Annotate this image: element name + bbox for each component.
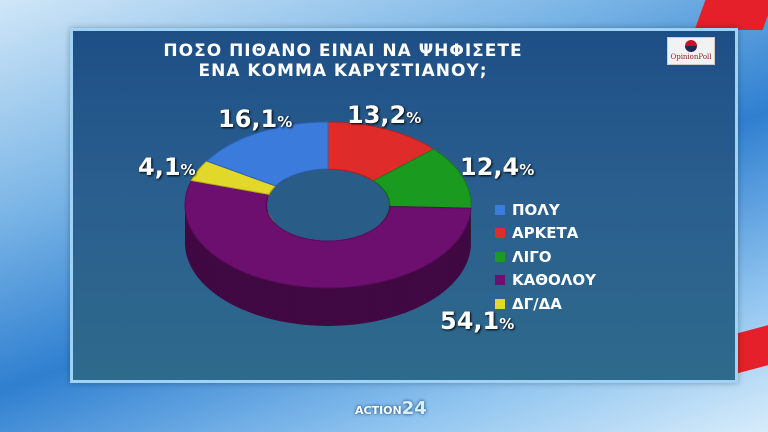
data-label-unit: % — [499, 315, 515, 333]
legend-label: ΠΟΛΥ — [512, 200, 560, 219]
donut-slice-ΠΟΛΥ — [205, 121, 329, 187]
title-line: ΠΟΣΟ ΠΙΘΑΝΟ ΕΙΝΑΙ ΝΑ ΨΗΦΙΣΕΤΕ — [163, 41, 523, 61]
legend-item: ΔΓ/ΔΑ — [495, 292, 596, 316]
legend-swatch — [495, 228, 505, 239]
legend-item: ΛΙΓΟ — [495, 245, 596, 269]
data-label: 13,2% — [347, 101, 421, 129]
logo-text: OpinionPoll — [670, 53, 712, 61]
data-label-value: 16,1 — [218, 105, 278, 133]
legend-item: ΑΡΚΕΤΑ — [495, 222, 596, 246]
donut-hole — [267, 169, 389, 241]
legend-label: ΔΓ/ΔΑ — [512, 294, 562, 313]
poll-panel: ΠΟΣΟ ΠΙΘΑΝΟ ΕΙΝΑΙ ΝΑ ΨΗΦΙΣΕΤΕ ΕΝΑ ΚΟΜΜΑ … — [70, 28, 738, 383]
legend-swatch — [495, 275, 505, 286]
legend-item: ΠΟΛΥ — [495, 198, 596, 222]
data-label: 4,1% — [138, 153, 196, 181]
legend-label: ΛΙΓΟ — [512, 247, 552, 266]
logo-dot-icon — [685, 40, 697, 52]
data-label-unit: % — [406, 109, 422, 127]
legend-swatch — [495, 251, 505, 262]
data-label: 54,1% — [440, 307, 514, 335]
donut-slice-ΚΑΘΟΛΟΥ — [184, 179, 472, 289]
legend-label: ΑΡΚΕΤΑ — [512, 224, 579, 243]
legend-swatch — [495, 204, 505, 215]
data-label-value: 12,4 — [460, 153, 520, 181]
data-label: 12,4% — [460, 153, 534, 181]
data-label-value: 54,1 — [440, 307, 500, 335]
legend-label: ΚΑΘΟΛΟΥ — [512, 271, 596, 290]
data-label-unit: % — [519, 161, 535, 179]
data-label-unit: % — [180, 161, 196, 179]
data-label-value: 4,1 — [138, 153, 181, 181]
data-label: 16,1% — [218, 105, 292, 133]
channel-name: ACTION — [355, 404, 402, 417]
chart-title: ΠΟΣΟ ΠΙΘΑΝΟ ΕΙΝΑΙ ΝΑ ΨΗΦΙΣΕΤΕ ΕΝΑ ΚΟΜΜΑ … — [73, 41, 613, 81]
legend-swatch — [495, 298, 505, 309]
data-label-value: 13,2 — [347, 101, 407, 129]
opinionpoll-logo: OpinionPoll — [667, 37, 715, 65]
legend-item: ΚΑΘΟΛΟΥ — [495, 269, 596, 293]
channel-number: 24 — [401, 398, 427, 419]
channel-logo: ACTION24 — [355, 398, 427, 419]
data-label-unit: % — [277, 113, 293, 131]
legend: ΠΟΛΥ ΑΡΚΕΤΑ ΛΙΓΟ ΚΑΘΟΛΟΥ ΔΓ/ΔΑ — [495, 198, 596, 316]
title-line: ΕΝΑ ΚΟΜΜΑ ΚΑΡΥΣΤΙΑΝΟΥ; — [198, 61, 488, 81]
